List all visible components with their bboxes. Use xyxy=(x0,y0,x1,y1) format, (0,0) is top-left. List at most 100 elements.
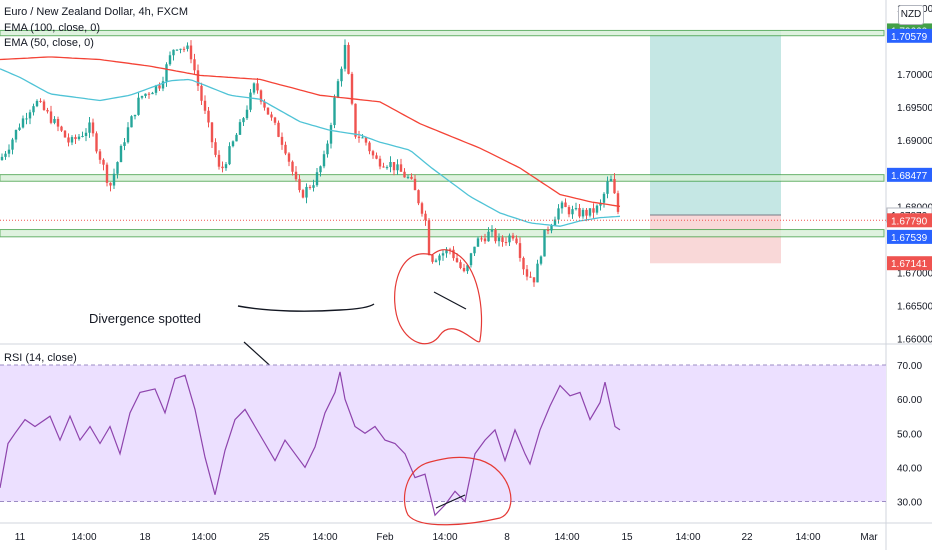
candle-body-158 xyxy=(553,219,557,226)
candle-body-97 xyxy=(340,68,343,82)
candle-body-164 xyxy=(574,208,578,210)
price-tick-label-1: 1.70000 xyxy=(897,70,932,81)
candle-body-69 xyxy=(242,118,245,123)
candle-body-143 xyxy=(501,237,504,243)
candle-body-123 xyxy=(431,255,434,262)
time-tick-label-6: Feb xyxy=(376,532,394,543)
candle-body-90 xyxy=(315,172,319,186)
candle-body-100 xyxy=(350,73,354,104)
candle-body-118 xyxy=(413,178,417,191)
candle-body-142 xyxy=(497,237,501,242)
candle-body-68 xyxy=(238,122,242,135)
candle-body-29 xyxy=(102,159,105,165)
candle-body-51 xyxy=(179,48,182,50)
candle-body-103 xyxy=(361,137,364,139)
candle-body-120 xyxy=(420,203,424,214)
candle-body-153 xyxy=(536,263,539,283)
candle-body-86 xyxy=(301,190,305,198)
candle-body-55 xyxy=(193,59,196,71)
time-tick-label-3: 14:00 xyxy=(191,532,216,543)
candle-body-28 xyxy=(98,151,102,160)
candle-body-146 xyxy=(511,235,515,239)
candle-body-35 xyxy=(123,142,126,146)
chart-title: Euro / New Zealand Dollar, 4h, FXCM xyxy=(4,6,189,18)
candle-body-45 xyxy=(158,85,161,89)
candle-body-10 xyxy=(35,100,39,107)
candle-body-113 xyxy=(396,164,399,171)
rsi-tick-label-3: 40.00 xyxy=(897,463,922,474)
time-tick-label-4: 25 xyxy=(258,532,270,543)
price-tick-label-2: 1.69500 xyxy=(897,103,932,114)
candle-body-59 xyxy=(207,110,210,123)
candle-body-77 xyxy=(270,114,273,118)
candle-body-93 xyxy=(326,143,329,155)
candle-body-91 xyxy=(319,166,322,173)
candle-body-175 xyxy=(613,179,616,194)
candle-body-84 xyxy=(294,171,298,180)
sr-zone-2 xyxy=(0,229,885,238)
candle-body-61 xyxy=(214,142,217,155)
candle-body-149 xyxy=(522,257,525,270)
candle-body-167 xyxy=(585,209,588,216)
candle-body-41 xyxy=(144,93,147,96)
candle-body-42 xyxy=(147,93,151,95)
price-label-box-2 xyxy=(887,167,932,182)
candle-body-136 xyxy=(476,238,480,247)
candle-body-94 xyxy=(329,125,333,144)
stop-zone xyxy=(650,214,781,264)
candle-body-23 xyxy=(81,135,84,137)
candle-body-159 xyxy=(557,208,560,220)
candle-body-63 xyxy=(221,166,224,169)
price-label-box-4 xyxy=(887,213,932,228)
ema100-line xyxy=(0,56,621,208)
time-tick-label-1: 14:00 xyxy=(71,532,96,543)
candle-body-73 xyxy=(256,83,259,91)
candle-body-148 xyxy=(518,243,522,258)
candle-body-60 xyxy=(210,122,214,143)
candle-body-111 xyxy=(389,162,392,168)
candle-body-72 xyxy=(252,83,256,93)
candle-body-127 xyxy=(445,249,448,254)
candle-body-108 xyxy=(378,158,382,167)
candle-body-101 xyxy=(354,103,357,137)
candle-body-169 xyxy=(592,208,595,213)
candle-body-122 xyxy=(427,220,431,256)
time-tick-label-8: 8 xyxy=(504,532,510,543)
candle-body-17 xyxy=(60,126,63,131)
price-label-box-1 xyxy=(887,28,932,43)
candle-body-3 xyxy=(11,139,14,150)
candle-body-22 xyxy=(77,136,81,140)
candle-body-43 xyxy=(151,92,154,95)
candle-body-166 xyxy=(581,209,585,217)
candle-body-11 xyxy=(39,100,42,102)
time-tick-label-14: Mar xyxy=(860,532,878,543)
candle-body-128 xyxy=(448,249,452,251)
candle-body-112 xyxy=(392,162,396,171)
currency-selector[interactable]: NZD xyxy=(898,5,924,25)
price-label-4: 1.67790 xyxy=(891,216,928,227)
red-circle-rsi xyxy=(403,456,512,526)
candle-body-14 xyxy=(49,111,53,123)
candle-body-48 xyxy=(168,55,172,65)
sr-zone-1 xyxy=(0,174,885,182)
price-tick-label-8: 1.66500 xyxy=(897,302,932,313)
price-label-box-6 xyxy=(887,256,932,271)
candle-body-154 xyxy=(539,256,543,264)
price-label-2: 1.68477 xyxy=(891,171,928,182)
red-circle-price xyxy=(394,249,483,345)
candle-body-145 xyxy=(508,235,511,243)
candle-body-132 xyxy=(462,267,466,272)
time-tick-label-0: 11 xyxy=(15,532,26,543)
candle-body-171 xyxy=(599,202,602,206)
candle-body-131 xyxy=(459,262,462,268)
candle-body-25 xyxy=(88,122,91,133)
time-tick-label-2: 18 xyxy=(139,532,151,543)
candle-body-64 xyxy=(224,164,228,169)
candle-body-98 xyxy=(343,44,347,69)
rsi-tick-label-4: 30.00 xyxy=(897,498,922,509)
candle-body-47 xyxy=(165,64,168,82)
price-divergence-line xyxy=(433,291,467,310)
candle-body-78 xyxy=(273,117,277,123)
